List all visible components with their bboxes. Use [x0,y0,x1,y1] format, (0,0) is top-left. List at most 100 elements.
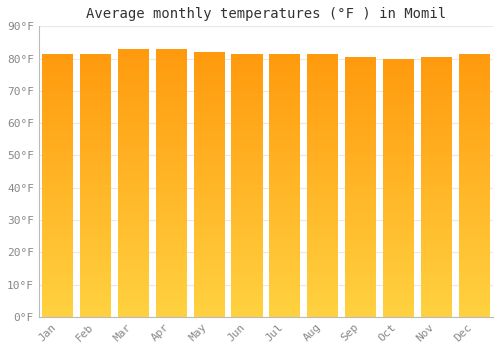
Bar [156,230,187,233]
Bar [232,60,262,64]
Bar [383,220,414,223]
Bar [345,304,376,307]
Bar [345,158,376,161]
Bar [270,80,300,83]
Bar [118,203,149,206]
Bar [232,287,262,290]
Bar [345,135,376,138]
Bar [156,287,187,290]
Bar [156,206,187,210]
Bar [80,281,111,284]
Bar [156,126,187,129]
Bar [383,259,414,262]
Bar [270,116,300,119]
Bar [232,202,262,205]
Bar [42,70,74,74]
Bar [307,149,338,152]
Bar [307,300,338,304]
Bar [156,290,187,293]
Bar [194,201,224,204]
Bar [232,172,262,175]
Bar [232,195,262,198]
Bar [458,57,490,60]
Bar [80,136,111,139]
Bar [383,71,414,75]
Bar [42,202,74,205]
Bar [232,251,262,254]
Bar [383,58,414,62]
Bar [383,256,414,259]
Bar [307,277,338,281]
Bar [307,116,338,119]
Bar [194,78,224,82]
Bar [345,164,376,167]
Bar [42,297,74,300]
Bar [458,142,490,146]
Bar [80,142,111,146]
Bar [156,103,187,106]
Bar [270,271,300,274]
Bar [194,151,224,155]
Bar [458,254,490,258]
Bar [156,243,187,246]
Bar [270,156,300,159]
Bar [307,80,338,83]
Bar [421,122,452,125]
Bar [421,248,452,252]
Bar [345,73,376,76]
Bar [270,254,300,258]
Bar [458,228,490,231]
Bar [156,156,187,159]
Bar [383,249,414,252]
Bar [156,173,187,176]
Bar [156,210,187,213]
Bar [421,70,452,73]
Bar [421,252,452,255]
Bar [194,257,224,260]
Bar [42,172,74,175]
Bar [232,74,262,77]
Bar [307,195,338,198]
Bar [458,251,490,254]
Bar [80,149,111,152]
Bar [383,243,414,246]
Bar [232,310,262,314]
Bar [270,77,300,80]
Bar [383,123,414,126]
Bar [345,310,376,314]
Bar [42,205,74,208]
Bar [156,86,187,89]
Bar [383,194,414,197]
Bar [307,159,338,162]
Bar [421,112,452,116]
Bar [383,146,414,149]
Bar [232,126,262,130]
Bar [42,304,74,307]
Bar [194,297,224,300]
Bar [270,57,300,60]
Bar [42,314,74,317]
Bar [118,216,149,220]
Bar [80,228,111,231]
Bar [42,100,74,103]
Bar [80,67,111,70]
Bar [345,203,376,206]
Bar [345,93,376,96]
Bar [383,310,414,314]
Bar [421,236,452,239]
Bar [421,197,452,200]
Bar [383,162,414,165]
Bar [194,178,224,181]
Bar [307,54,338,57]
Bar [194,175,224,178]
Bar [421,232,452,236]
Title: Average monthly temperatures (°F ) in Momil: Average monthly temperatures (°F ) in Mo… [86,7,446,21]
Bar [194,237,224,241]
Bar [345,265,376,268]
Bar [458,241,490,244]
Bar [458,97,490,100]
Bar [80,310,111,314]
Bar [232,234,262,238]
Bar [80,277,111,281]
Bar [42,169,74,172]
